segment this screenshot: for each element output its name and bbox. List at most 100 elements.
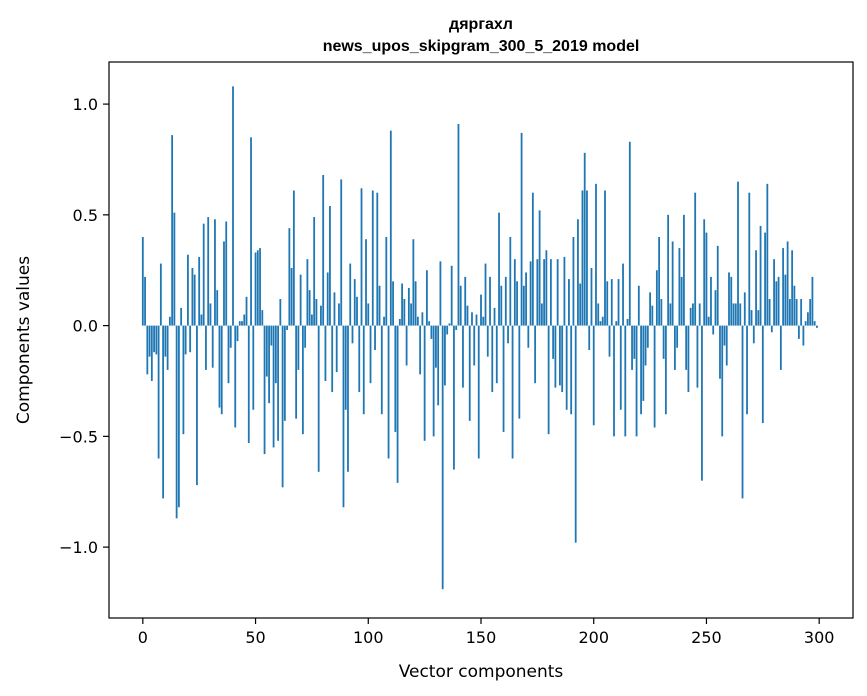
- bar-24: [196, 325, 198, 486]
- bar-153: [486, 325, 489, 357]
- bar-225: [649, 292, 651, 326]
- bar-17: [180, 307, 183, 326]
- bar-170: [525, 272, 527, 326]
- bar-241: [685, 325, 688, 370]
- bar-115: [401, 283, 403, 326]
- bar-119: [410, 303, 413, 326]
- bar-144: [466, 305, 469, 326]
- bar-52: [259, 248, 261, 326]
- bar-293: [802, 325, 805, 346]
- bar-220: [637, 285, 640, 326]
- bar-184: [556, 259, 559, 326]
- bar-95: [356, 296, 358, 326]
- bar-179: [545, 250, 548, 326]
- bar-0: [141, 237, 144, 326]
- bar-39: [229, 325, 232, 348]
- bar-155: [491, 325, 494, 393]
- bar-185: [559, 325, 561, 386]
- bar-280: [773, 259, 775, 326]
- bar-157: [495, 325, 498, 384]
- bar-10: [164, 325, 167, 357]
- bar-180: [547, 325, 550, 435]
- bar-146: [471, 312, 473, 326]
- bar-46: [245, 296, 248, 326]
- bar-112: [394, 325, 397, 432]
- bar-237: [676, 325, 679, 348]
- bar-182: [552, 325, 555, 359]
- bar-33: [216, 290, 219, 326]
- bar-145: [468, 325, 471, 421]
- bar-222: [642, 325, 645, 401]
- bar-117: [405, 325, 408, 366]
- bar-59: [274, 325, 277, 384]
- bar-93: [351, 325, 354, 344]
- bar-113: [396, 325, 399, 483]
- bar-252: [710, 276, 712, 326]
- bar-99: [365, 239, 367, 326]
- bar-259: [725, 325, 728, 366]
- bar-1: [144, 276, 146, 326]
- bar-294: [804, 321, 807, 326]
- bar-248: [701, 325, 703, 481]
- bar-168: [520, 132, 523, 326]
- bar-270: [750, 310, 753, 326]
- bar-65: [288, 228, 291, 326]
- bar-105: [378, 285, 381, 326]
- bar-164: [511, 325, 514, 459]
- bar-189: [568, 279, 570, 326]
- bar-101: [369, 325, 372, 384]
- bar-141: [459, 285, 462, 326]
- bar-121: [414, 281, 417, 326]
- bar-247: [698, 303, 701, 326]
- bar-120: [412, 239, 415, 326]
- bar-256: [719, 325, 721, 379]
- bar-142: [462, 325, 464, 388]
- bars-group: [141, 86, 818, 590]
- bar-34: [218, 325, 221, 408]
- bar-6: [155, 325, 158, 355]
- bar-26: [200, 314, 203, 326]
- bar-210: [615, 321, 618, 326]
- bar-150: [480, 294, 482, 326]
- bar-286: [786, 241, 789, 326]
- bar-253: [712, 325, 715, 335]
- bar-156: [493, 307, 496, 326]
- bar-63: [283, 325, 286, 421]
- bar-70: [299, 274, 302, 326]
- bar-72: [304, 325, 307, 348]
- bar-100: [367, 303, 370, 326]
- bar-28: [205, 325, 207, 370]
- bar-258: [723, 325, 726, 346]
- y-axis-label: Components values: [14, 256, 34, 424]
- bar-45: [243, 314, 246, 326]
- bar-4: [150, 325, 153, 381]
- bar-257: [721, 325, 724, 437]
- chart-title: дяргахл: [449, 16, 513, 33]
- bar-197: [586, 190, 588, 326]
- bar-103: [374, 325, 376, 350]
- bar-80: [322, 174, 325, 326]
- bar-19: [184, 325, 187, 355]
- bar-223: [644, 325, 647, 366]
- bar-8: [159, 263, 162, 326]
- bar-288: [791, 250, 794, 326]
- bar-206: [606, 281, 609, 326]
- bar-167: [518, 325, 521, 419]
- bar-181: [549, 259, 552, 326]
- bar-176: [538, 210, 541, 326]
- bar-171: [527, 325, 530, 348]
- bar-205: [604, 190, 606, 326]
- bar-98: [362, 325, 365, 415]
- bar-204: [601, 316, 604, 326]
- bar-30: [209, 303, 212, 326]
- bar-169: [522, 285, 525, 326]
- bar-273: [757, 310, 760, 326]
- bar-160: [502, 325, 505, 432]
- bar-196: [583, 152, 586, 326]
- bar-218: [633, 325, 636, 359]
- bar-73: [306, 259, 309, 326]
- bar-92: [349, 263, 352, 326]
- bar-79: [320, 305, 322, 326]
- bar-163: [509, 237, 512, 326]
- bar-236: [673, 325, 676, 370]
